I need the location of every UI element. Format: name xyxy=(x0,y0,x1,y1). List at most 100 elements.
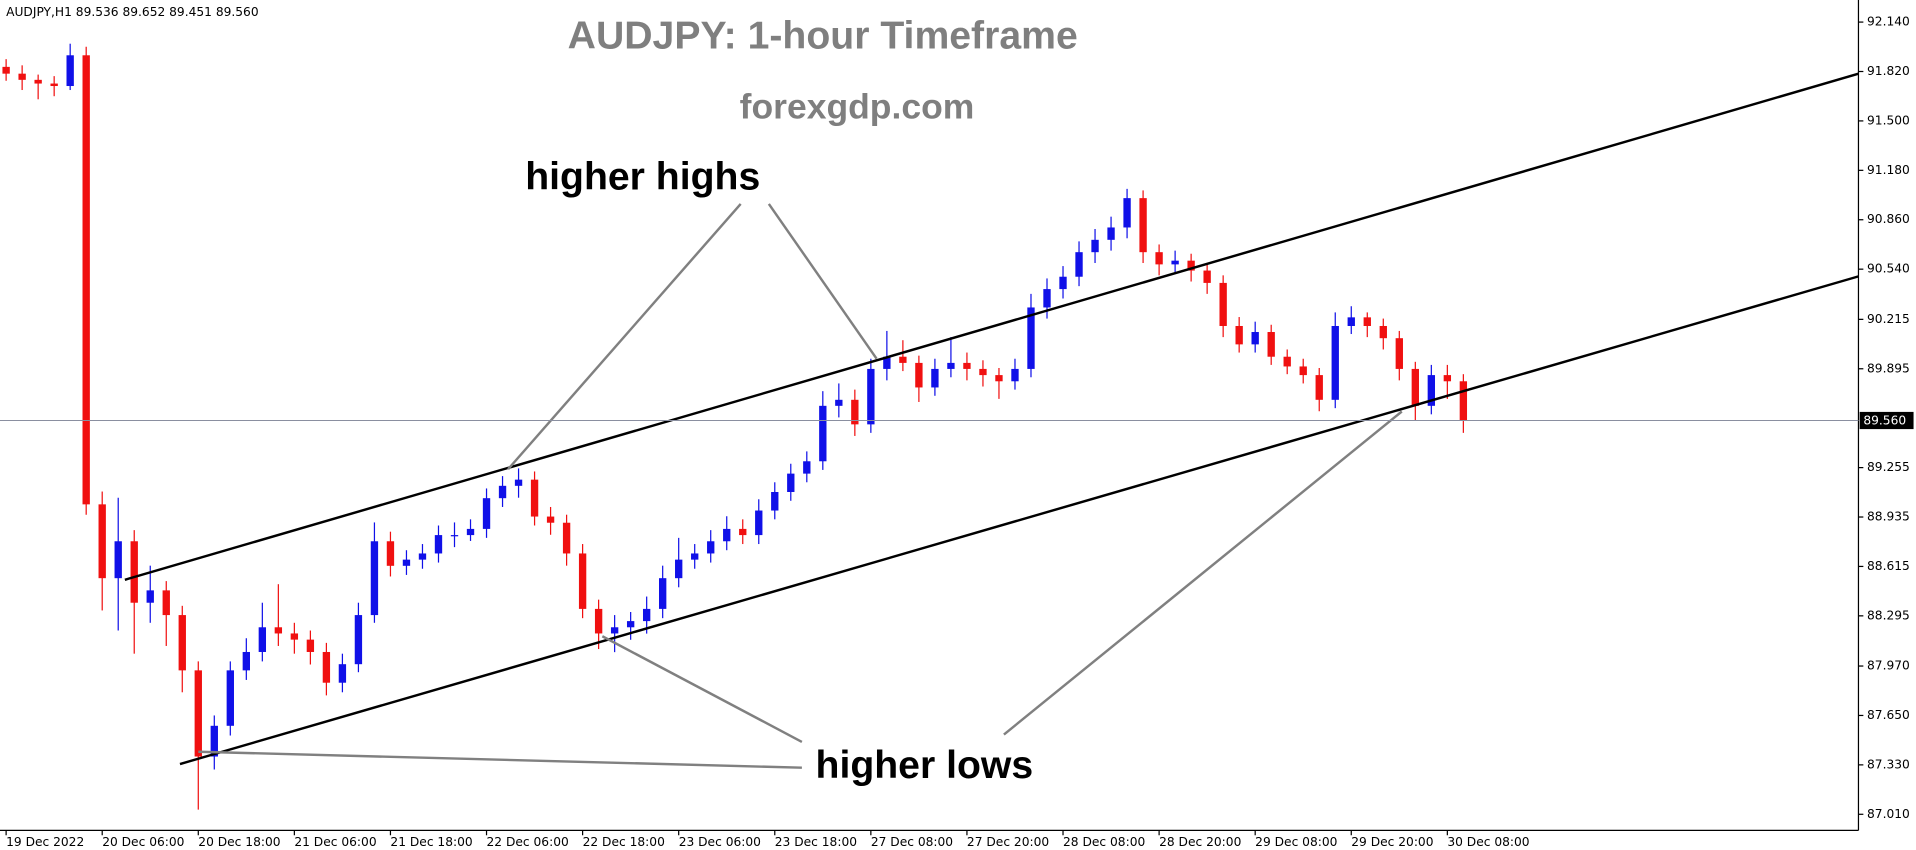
candle-body xyxy=(691,553,699,560)
x-tick-label: 27 Dec 08:00 xyxy=(871,835,953,849)
candle-body xyxy=(482,498,491,529)
x-tick-label: 28 Dec 08:00 xyxy=(1063,835,1145,849)
pointer-line xyxy=(767,203,878,360)
candle-body xyxy=(659,578,667,609)
symbol-info: AUDJPY,H1 89.536 89.652 89.451 89.560 xyxy=(6,5,259,19)
candle-body xyxy=(82,55,90,505)
candle-body xyxy=(915,362,923,388)
chart-title: AUDJPY: 1-hour Timeframe xyxy=(568,13,1078,57)
candle-body xyxy=(771,492,779,511)
candle-body xyxy=(258,627,267,652)
candle-body xyxy=(610,627,619,634)
candle-body xyxy=(338,664,347,683)
chart-subtitle: forexgdp.com xyxy=(740,87,975,127)
candle-body xyxy=(707,541,715,554)
y-tick-label: 91.500 xyxy=(1867,113,1910,127)
candle-body xyxy=(450,535,459,537)
candle-body xyxy=(1459,381,1468,421)
candle-body xyxy=(322,651,331,683)
y-tick-label: 88.295 xyxy=(1867,608,1910,622)
candle-body xyxy=(578,553,587,609)
y-tick-label: 91.180 xyxy=(1867,163,1910,177)
y-tick-label: 87.330 xyxy=(1867,757,1910,771)
x-tick-label: 20 Dec 06:00 xyxy=(102,835,184,849)
candle-body xyxy=(1411,368,1419,406)
candle-body xyxy=(402,559,411,566)
candle-body xyxy=(162,590,170,616)
y-tick-label: 92.140 xyxy=(1867,15,1910,29)
trend-lines xyxy=(124,72,1859,769)
candle-body xyxy=(739,528,747,536)
candle-body xyxy=(466,528,475,536)
candle-body xyxy=(1363,317,1371,326)
y-tick-label: 87.650 xyxy=(1867,708,1910,722)
candle-body xyxy=(530,479,539,517)
candle-body xyxy=(18,73,26,80)
upper-channel-line xyxy=(124,72,1859,581)
candle-body xyxy=(1091,239,1099,253)
x-tick-label: 22 Dec 06:00 xyxy=(487,835,569,849)
candle-body xyxy=(803,461,811,474)
x-tick-label: 27 Dec 20:00 xyxy=(967,835,1049,849)
candle-body xyxy=(1347,317,1355,326)
y-tick-label: 90.215 xyxy=(1867,312,1910,326)
candle-body xyxy=(1379,325,1387,339)
y-tick-label: 90.540 xyxy=(1867,262,1910,276)
candle-body xyxy=(434,535,443,554)
candles xyxy=(2,43,1468,810)
candle-body xyxy=(498,485,507,499)
annotation: higher highs xyxy=(525,155,760,199)
y-tick-label: 91.820 xyxy=(1867,64,1910,78)
candle-body xyxy=(883,356,891,369)
candle-body xyxy=(899,356,907,363)
lower-channel-line xyxy=(179,275,1859,766)
x-tick-label: 21 Dec 18:00 xyxy=(390,835,472,849)
candle-body xyxy=(675,559,683,579)
candle-body xyxy=(594,608,603,634)
x-tick-label: 19 Dec 2022 xyxy=(6,835,84,849)
pointer-line xyxy=(1003,410,1403,736)
candle-body xyxy=(1027,307,1035,369)
x-tick-label: 29 Dec 08:00 xyxy=(1255,835,1337,849)
x-tick-label: 28 Dec 20:00 xyxy=(1159,835,1241,849)
y-tick-label: 87.970 xyxy=(1867,659,1910,673)
annotation: higher lows xyxy=(816,743,1034,787)
candle-body xyxy=(1235,325,1243,345)
candle-body xyxy=(1299,366,1307,376)
y-tick-label: 88.935 xyxy=(1867,510,1910,524)
candle-body xyxy=(851,399,859,425)
x-tick-label: 21 Dec 06:00 xyxy=(294,835,376,849)
candle-body xyxy=(1331,325,1339,400)
candle-body xyxy=(626,621,635,628)
candle-body xyxy=(1171,260,1179,265)
candle-body xyxy=(2,66,10,74)
candle-body xyxy=(1043,289,1051,308)
candle-body xyxy=(1283,356,1291,367)
candle-body xyxy=(995,375,1003,382)
candle-body xyxy=(1075,252,1083,277)
candle-body xyxy=(1219,282,1227,326)
candle-body xyxy=(835,399,843,406)
candle-body xyxy=(226,670,234,726)
candle-body xyxy=(210,725,218,757)
candle-body xyxy=(1059,276,1067,290)
candle-body xyxy=(1315,375,1323,400)
x-tick-label: 23 Dec 06:00 xyxy=(679,835,761,849)
candle-body xyxy=(354,615,363,665)
x-tick-label: 29 Dec 20:00 xyxy=(1351,835,1433,849)
candle-body xyxy=(98,504,106,579)
candle-body xyxy=(1443,375,1452,382)
last-price-box xyxy=(1859,411,1914,430)
candle-body xyxy=(819,405,827,462)
candle-body xyxy=(114,541,122,579)
pointer-line xyxy=(198,750,802,769)
candle-body xyxy=(1155,252,1163,265)
candle-body xyxy=(130,541,138,603)
candle-body xyxy=(370,541,379,616)
candle-body xyxy=(562,522,571,554)
candle-body xyxy=(178,615,186,671)
candle-body xyxy=(194,670,202,757)
candle-body xyxy=(418,553,427,560)
candle-body xyxy=(66,55,74,87)
